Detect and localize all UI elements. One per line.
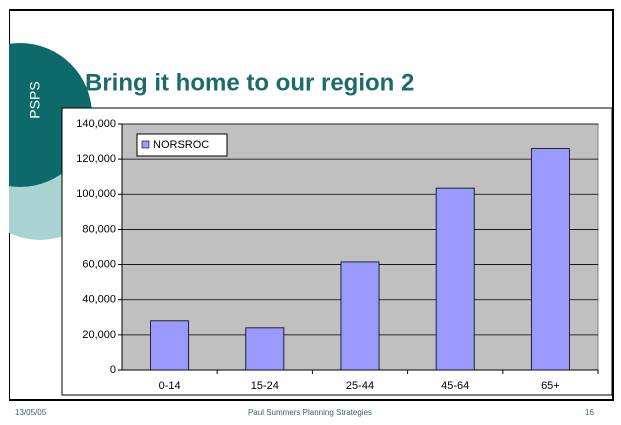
chart-title: Bring it home to our region 2 xyxy=(85,69,414,96)
legend-swatch xyxy=(141,140,150,149)
footer-date: 13/05/05 xyxy=(15,408,47,417)
bar xyxy=(245,327,285,371)
bar xyxy=(435,187,475,371)
x-tick-label: 45-64 xyxy=(441,380,469,392)
bar xyxy=(150,320,190,371)
plot: 0 20,000 40,000 60,000 80,000 100,000 120,000 1… xyxy=(76,118,599,392)
y-tick-label: 100,000 xyxy=(76,188,116,200)
x-tick-label: 65+ xyxy=(541,380,560,392)
y-tick-label: 60,000 xyxy=(82,258,116,270)
bar xyxy=(340,261,380,371)
legend-label: NORSROC xyxy=(153,139,209,151)
legend-box xyxy=(136,133,228,157)
x-tick-label: 25-44 xyxy=(346,380,374,392)
y-tick-label: 0 xyxy=(110,364,116,376)
y-tick-label: 120,000 xyxy=(76,153,116,165)
bar xyxy=(530,148,570,371)
edge-mask xyxy=(0,0,9,425)
y-tick-label: 40,000 xyxy=(82,294,116,306)
x-tick-label: 0-14 xyxy=(159,380,181,392)
x-tick-label: 15-24 xyxy=(251,380,279,392)
footer-page: 16 xyxy=(585,408,594,417)
y-tick-label: 80,000 xyxy=(82,223,116,235)
footer-presenter: Paul Summers Planning Strategies xyxy=(248,408,372,417)
y-tick-label: 20,000 xyxy=(82,329,116,341)
side-label: PSPS xyxy=(27,81,43,118)
y-tick-label: 140,000 xyxy=(76,118,116,130)
